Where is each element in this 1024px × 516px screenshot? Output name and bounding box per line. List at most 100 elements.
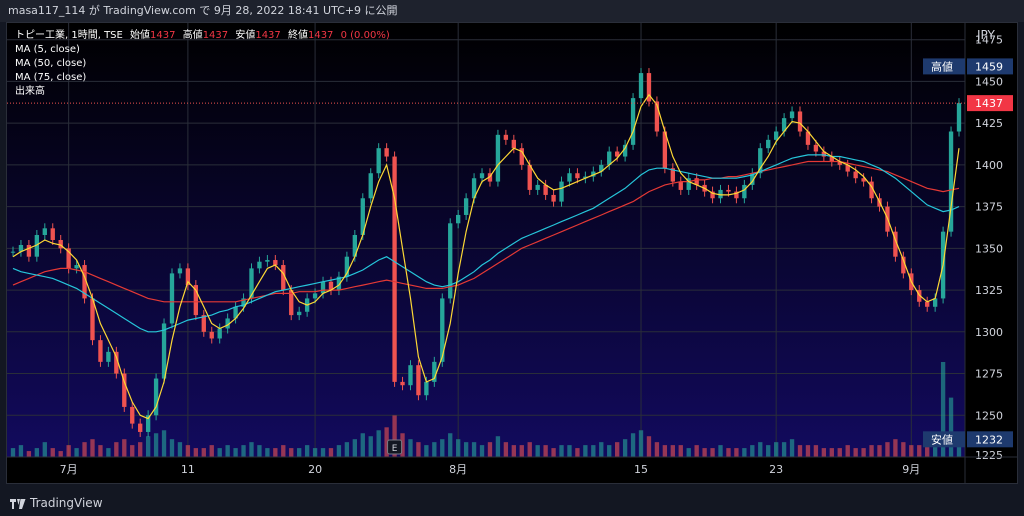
volume-bar — [551, 448, 556, 457]
candle-body — [209, 331, 214, 339]
earnings-marker — [387, 439, 403, 455]
price-chart[interactable]: 1250 1275 1300 1325 1350 1375 1400 1425 1450 1475… — [7, 23, 1017, 483]
candle-body — [694, 178, 699, 185]
volume-bar — [18, 445, 24, 457]
candle-body — [575, 173, 580, 179]
volume-bar — [932, 439, 938, 457]
candle-body — [241, 298, 246, 307]
volume-bar — [297, 448, 302, 457]
candle-body — [837, 161, 842, 165]
candle-body — [352, 234, 357, 257]
legend-change: 0 (0.00%) — [340, 30, 390, 41]
tradingview-logo[interactable]: TradingView — [10, 496, 103, 510]
legend-close-value: 1437 — [307, 30, 334, 41]
candle-body — [217, 328, 222, 339]
volume-bar — [98, 445, 103, 457]
volume-bar — [789, 439, 795, 457]
volume-bar — [511, 445, 516, 457]
legend-volume[interactable]: 出来高 — [15, 86, 45, 97]
high-tag — [923, 58, 965, 75]
candle-body — [265, 260, 270, 262]
volume-bar — [503, 442, 509, 457]
low-label: 安値 — [931, 432, 953, 446]
legend-close-label: 終値 — [287, 30, 308, 41]
plot-background — [7, 23, 965, 457]
candle-body — [678, 181, 683, 190]
candle-body — [821, 151, 827, 157]
volume-bar — [90, 439, 95, 457]
volume-bar — [273, 448, 278, 457]
earnings-marker-label: E — [392, 444, 398, 454]
volume-bars — [10, 362, 962, 457]
volume-bar — [710, 448, 715, 457]
volume-bar — [742, 448, 747, 457]
volume-bar — [177, 442, 183, 457]
y-tick-label: 1250 — [975, 409, 1003, 422]
last-price-label: 1437 — [975, 97, 1003, 110]
candle-body — [487, 173, 493, 182]
candle-body — [519, 148, 524, 165]
chart-frame[interactable]: 1250 1275 1300 1325 1350 1375 1400 1425 1450 1475… — [6, 22, 1018, 484]
volume-bar — [145, 436, 151, 457]
volume-bar — [58, 451, 63, 457]
candle-body — [74, 265, 79, 269]
legend-ma50[interactable]: MA (50, close) — [15, 58, 87, 69]
volume-bar — [861, 448, 866, 457]
legend-low-label: 安値 — [235, 30, 256, 41]
volume-bar — [114, 442, 119, 457]
candle-body — [789, 111, 795, 119]
high-value: 1459 — [975, 60, 1003, 73]
candle-body — [622, 144, 628, 157]
volume-bar — [257, 445, 262, 457]
candle-body — [360, 198, 365, 235]
candle-body — [750, 173, 755, 185]
legend-open-value: 1437 — [150, 30, 176, 41]
legend-ma5[interactable]: MA (5, close) — [15, 44, 80, 55]
volume-bar — [845, 445, 850, 457]
candle-body — [400, 381, 405, 386]
low-value: 1232 — [975, 433, 1003, 446]
candle-body — [193, 285, 199, 316]
volume-bar — [416, 442, 421, 457]
volume-bar — [106, 448, 111, 457]
volume-bar — [662, 445, 668, 457]
candle-body — [559, 181, 564, 202]
y-tick-label: 1275 — [975, 368, 1003, 381]
volume-bar — [821, 448, 827, 457]
publish-header: masa117_114 が TradingView.com で 9月 28, 2… — [0, 0, 1024, 22]
candle-body — [289, 290, 294, 316]
volume-bar — [336, 445, 342, 457]
volume-bar — [161, 430, 167, 457]
volume-bar — [392, 415, 397, 457]
volume-bar — [130, 445, 135, 457]
candle-body — [281, 265, 286, 291]
volume-bar — [153, 433, 159, 457]
volume-bar — [463, 442, 469, 457]
volume-bar — [376, 430, 381, 457]
volume-bar — [185, 445, 191, 457]
last-price-tag — [967, 95, 1013, 112]
volume-bar — [360, 433, 365, 457]
candle-body — [734, 191, 739, 199]
candle-body — [58, 240, 63, 249]
volume-bar — [630, 433, 636, 457]
candle-body — [932, 298, 938, 307]
candle-body — [479, 173, 485, 179]
volume-bar — [535, 445, 540, 457]
candle-body — [376, 148, 381, 174]
volume-bar — [233, 448, 238, 457]
volume-bar — [750, 445, 755, 457]
volume-bar — [901, 442, 906, 457]
y-tick-label: 1425 — [975, 117, 1003, 130]
candle-body — [368, 173, 373, 199]
candle-body — [122, 373, 127, 407]
legend-ma75[interactable]: MA (75, close) — [15, 72, 87, 83]
candle-body — [416, 365, 421, 396]
candle-body — [670, 168, 675, 182]
candle-body — [591, 171, 596, 177]
volume-bar — [26, 451, 32, 457]
volume-bar — [138, 442, 143, 457]
volume-bar — [193, 448, 199, 457]
candle-body — [18, 245, 24, 252]
y-tick-label: 1450 — [975, 75, 1003, 88]
